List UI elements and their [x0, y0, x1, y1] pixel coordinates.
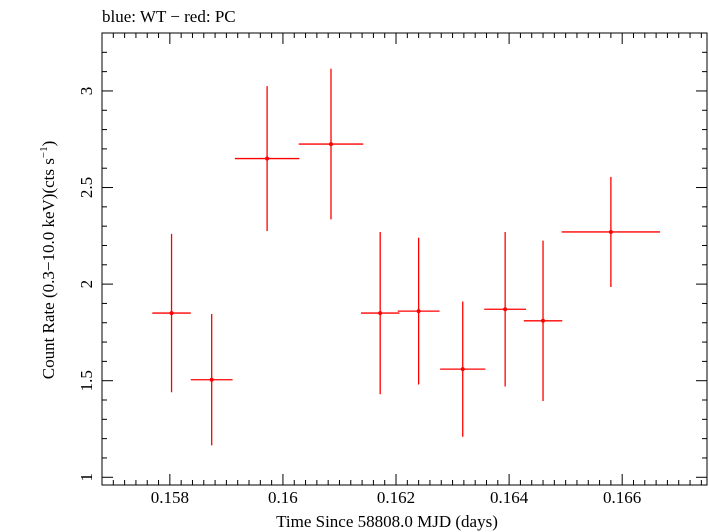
y-tick-label: 1 — [77, 473, 96, 482]
x-tick-label: 0.166 — [603, 488, 641, 507]
y-tick-label: 2.5 — [77, 177, 96, 198]
data-point — [523, 240, 563, 401]
data-point — [298, 68, 364, 220]
point-marker — [608, 229, 613, 234]
chart-title: blue: WT − red: PC — [102, 7, 236, 26]
data-point — [234, 86, 300, 231]
data-point — [152, 233, 191, 393]
y-axis-label-close: ) — [39, 141, 58, 147]
point-marker — [460, 367, 465, 372]
point-marker — [328, 142, 333, 147]
point-marker — [416, 309, 421, 314]
y-axis-label-main: Count Rate (0.3−10.0 keV)(cts s — [39, 158, 58, 379]
data-point — [360, 231, 400, 395]
data-point — [190, 314, 233, 446]
tick-labels: 0.158 0.16 0.162 0.164 0.166 1 1.5 2 2.5 3 — [77, 87, 641, 507]
data-point — [484, 231, 527, 387]
point-marker — [209, 377, 214, 382]
data-point — [397, 237, 440, 385]
x-axis-label: Time Since 58808.0 MJD (days) — [276, 512, 498, 531]
point-marker — [265, 156, 270, 161]
x-tick-label: 0.16 — [268, 488, 298, 507]
axis-ticks — [101, 32, 707, 485]
x-tick-label: 0.162 — [377, 488, 415, 507]
data-points — [152, 68, 661, 446]
x-tick-label: 0.158 — [151, 488, 189, 507]
point-marker — [169, 311, 174, 316]
y-axis-label: Count Rate (0.3−10.0 keV)(cts s−1) — [38, 141, 58, 380]
y-axis-label-superscript: −1 — [38, 146, 50, 158]
data-point — [561, 176, 661, 288]
point-marker — [541, 318, 546, 323]
x-tick-label: 0.164 — [490, 488, 529, 507]
y-tick-label: 3 — [77, 87, 96, 96]
data-point — [440, 301, 486, 437]
point-marker — [378, 311, 383, 316]
plot-frame — [101, 32, 708, 486]
y-tick-label: 1.5 — [77, 370, 96, 391]
point-marker — [503, 307, 508, 312]
y-tick-label: 2 — [77, 280, 96, 289]
